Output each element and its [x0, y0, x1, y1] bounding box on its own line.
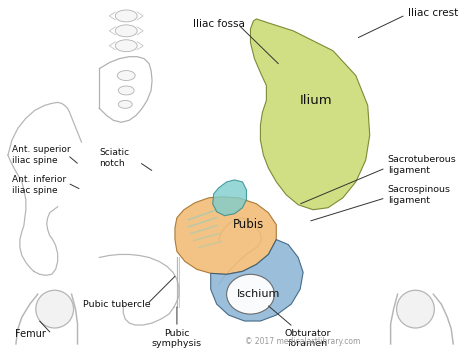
Polygon shape [211, 240, 303, 321]
Text: Femur: Femur [15, 329, 46, 339]
Ellipse shape [115, 10, 137, 22]
Text: Pubic
symphysis: Pubic symphysis [152, 329, 202, 348]
Text: © 2017 medicalartlibrary.com: © 2017 medicalartlibrary.com [245, 337, 360, 346]
Ellipse shape [115, 25, 137, 37]
Ellipse shape [118, 100, 132, 108]
Text: Pubis: Pubis [233, 218, 264, 231]
Text: Ant. superior
iliac spine: Ant. superior iliac spine [12, 145, 71, 165]
Polygon shape [175, 197, 276, 274]
Text: Iliac fossa: Iliac fossa [193, 19, 245, 29]
Text: Ant. inferior
iliac spine: Ant. inferior iliac spine [12, 175, 66, 195]
Ellipse shape [397, 290, 434, 328]
Ellipse shape [36, 290, 73, 328]
Ellipse shape [227, 274, 274, 314]
Text: Obturator
foramen: Obturator foramen [285, 329, 331, 348]
Polygon shape [250, 19, 370, 210]
Polygon shape [213, 180, 246, 216]
Text: Iliac crest: Iliac crest [408, 8, 458, 18]
Text: Ischium: Ischium [237, 289, 280, 299]
Text: Sacrotuberous
ligament: Sacrotuberous ligament [388, 155, 456, 175]
Text: Sacrospinous
ligament: Sacrospinous ligament [388, 185, 451, 204]
Text: Sciatic
notch: Sciatic notch [100, 148, 129, 168]
Text: Ilium: Ilium [300, 94, 332, 107]
Ellipse shape [118, 86, 134, 95]
Ellipse shape [115, 40, 137, 52]
Ellipse shape [117, 71, 135, 81]
Text: Pubic tubercle: Pubic tubercle [83, 300, 151, 308]
